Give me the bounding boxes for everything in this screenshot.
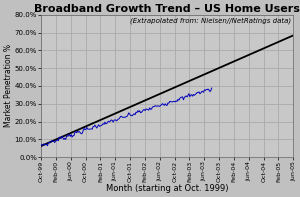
Title: Broadband Growth Trend – US Home Users: Broadband Growth Trend – US Home Users [34,4,300,14]
Y-axis label: Market Penetration %: Market Penetration % [4,45,13,127]
Text: (Extrapolated from: Nielsen//NetRatings data): (Extrapolated from: Nielsen//NetRatings … [130,18,291,24]
X-axis label: Month (starting at Oct. 1999): Month (starting at Oct. 1999) [106,184,229,193]
